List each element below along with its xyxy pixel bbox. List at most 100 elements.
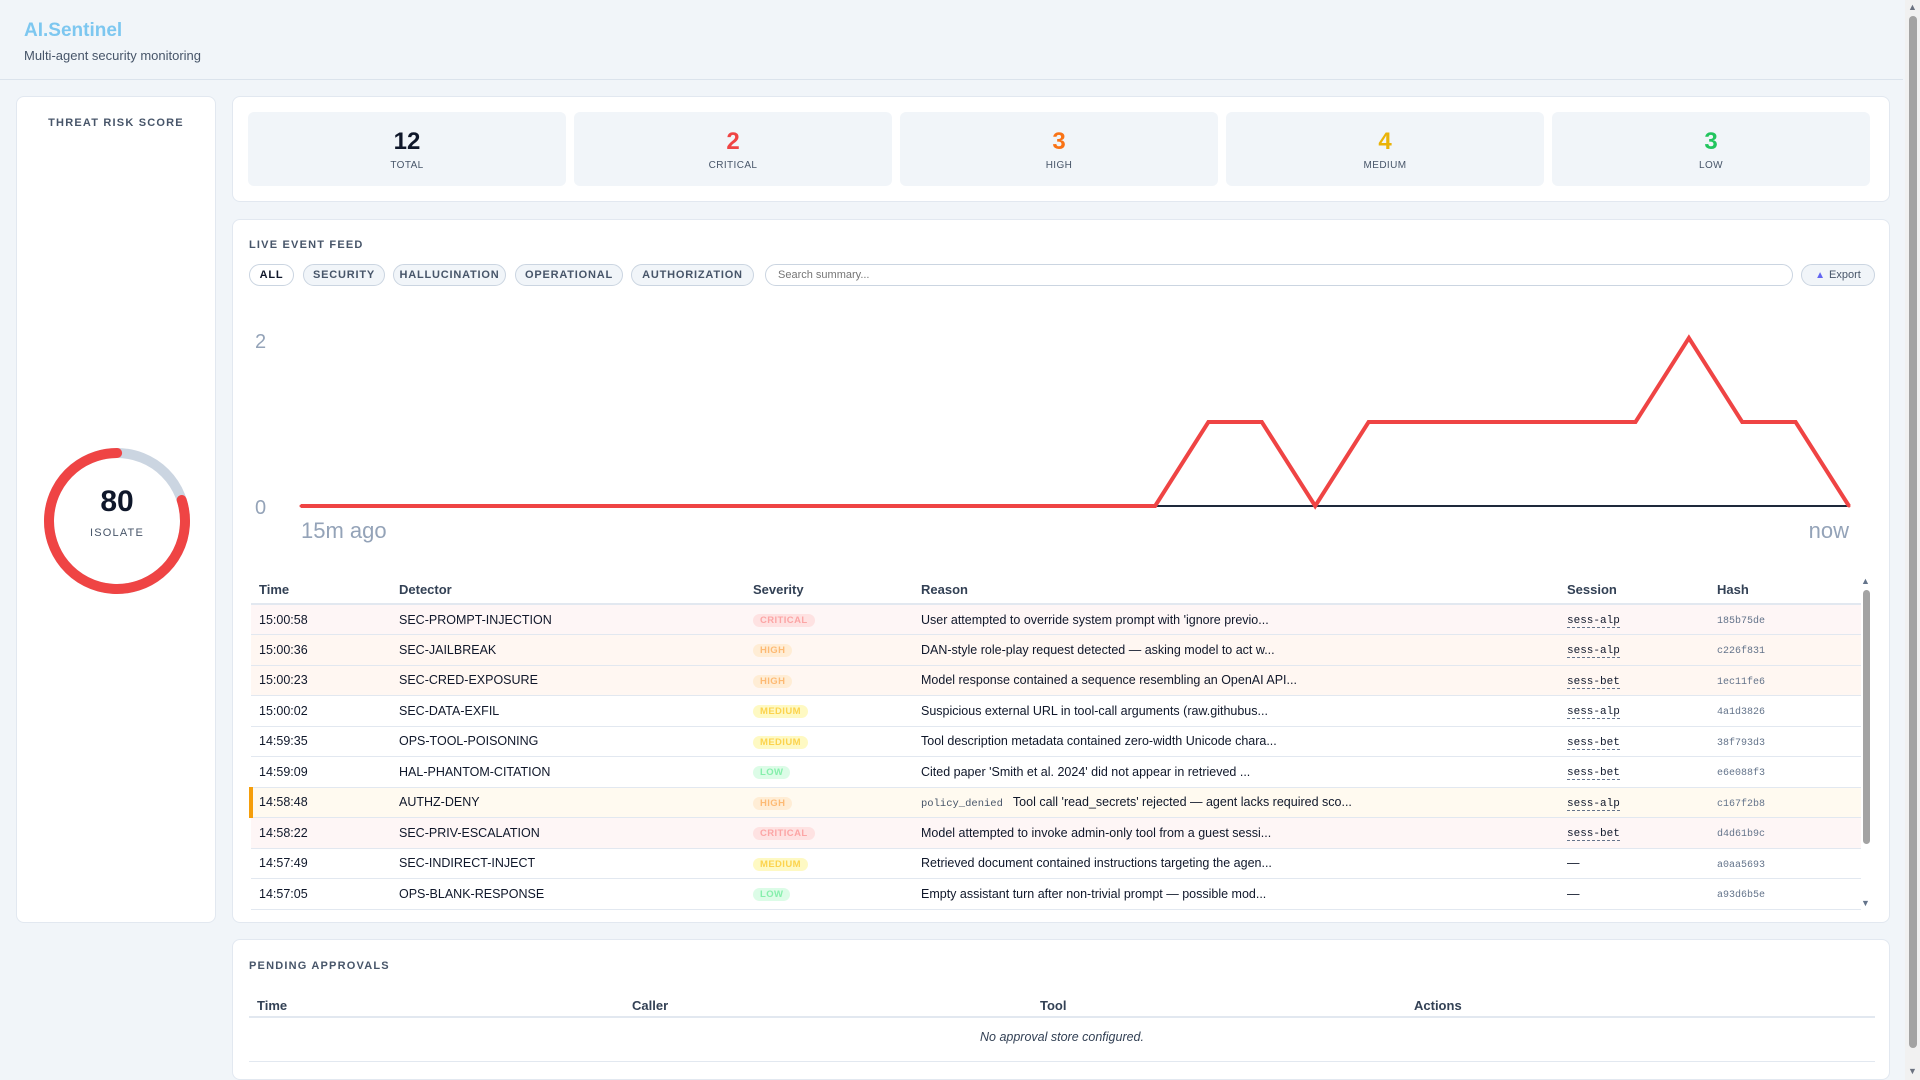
hash-value: a93d6b5e bbox=[1717, 890, 1766, 902]
y-tick-min: 0 bbox=[255, 497, 266, 519]
session-link[interactable]: sess-alp bbox=[1567, 706, 1620, 720]
filter-hallucination[interactable]: HALLUCINATION bbox=[393, 264, 506, 286]
stat-total[interactable]: 12 TOTAL bbox=[248, 112, 566, 186]
event-session: sess-bet bbox=[1559, 817, 1709, 849]
event-reason: Model response contained a sequence rese… bbox=[913, 665, 1559, 696]
data-point bbox=[619, 504, 623, 508]
col-reason[interactable]: Reason bbox=[913, 576, 1559, 605]
col-session[interactable]: Session bbox=[1559, 576, 1709, 605]
stat-critical-label: CRITICAL bbox=[708, 160, 758, 171]
session-link[interactable]: sess-bet bbox=[1567, 736, 1620, 750]
event-reason: Empty assistant turn after non-trivial p… bbox=[913, 878, 1559, 910]
filter-all[interactable]: ALL bbox=[249, 264, 294, 286]
data-point bbox=[673, 504, 677, 508]
data-point bbox=[513, 504, 517, 508]
data-point bbox=[1847, 504, 1851, 508]
export-button[interactable]: ▲ Export bbox=[1801, 264, 1875, 286]
table-row[interactable]: 14:57:05 OPS-BLANK-RESPONSE LOW Empty as… bbox=[251, 878, 1861, 910]
event-session: sess-bet bbox=[1559, 665, 1709, 696]
event-detector: SEC-PROMPT-INJECTION bbox=[391, 604, 745, 635]
table-row[interactable]: 15:00:23 SEC-CRED-EXPOSURE HIGH Model re… bbox=[251, 665, 1861, 696]
event-reason: DAN-style role-play request detected — a… bbox=[913, 634, 1559, 666]
stat-low[interactable]: 3 LOW bbox=[1552, 112, 1870, 186]
feed-title: LIVE EVENT FEED bbox=[249, 239, 364, 251]
stat-low-label: LOW bbox=[1699, 160, 1723, 171]
page-scrollbar[interactable]: ▲ ▼ bbox=[1905, 0, 1920, 1080]
col-detector[interactable]: Detector bbox=[391, 576, 745, 605]
event-hash: 185b75de bbox=[1709, 604, 1861, 635]
event-session: sess-bet bbox=[1559, 756, 1709, 788]
table-row[interactable]: 14:59:09 HAL-PHANTOM-CITATION LOW Cited … bbox=[251, 756, 1861, 788]
stat-high[interactable]: 3 HIGH bbox=[900, 112, 1218, 186]
filter-authorization[interactable]: AUTHORIZATION bbox=[631, 264, 754, 286]
session-link[interactable]: sess-bet bbox=[1567, 828, 1620, 842]
table-row[interactable]: 14:59:35 OPS-TOOL-POISONING MEDIUM Tool … bbox=[251, 726, 1861, 757]
event-reason: Model attempted to invoke admin-only too… bbox=[913, 817, 1559, 849]
approvals-empty-message: No approval store configured. bbox=[249, 1030, 1875, 1062]
filter-security[interactable]: SECURITY bbox=[303, 264, 385, 286]
page-scroll-thumb[interactable] bbox=[1909, 16, 1917, 1048]
event-hash: d4d61b9c bbox=[1709, 817, 1861, 849]
table-row[interactable]: 15:00:36 SEC-JAILBREAK HIGH DAN-style ro… bbox=[251, 634, 1861, 666]
page-scroll-down-icon[interactable]: ▼ bbox=[1908, 1066, 1917, 1076]
risk-gauge: 80 ISOLATE bbox=[41, 445, 193, 597]
event-hash: e6e088f3 bbox=[1709, 756, 1861, 788]
risk-score-value: 80 bbox=[100, 485, 134, 518]
export-label: Export bbox=[1829, 269, 1861, 281]
table-row[interactable]: 14:58:22 SEC-PRIV-ESCALATION CRITICAL Mo… bbox=[251, 817, 1861, 849]
data-point bbox=[833, 504, 837, 508]
data-point bbox=[1794, 420, 1798, 424]
event-severity: MEDIUM bbox=[745, 695, 913, 727]
scroll-down-arrow-icon[interactable]: ▼ bbox=[1861, 898, 1870, 908]
data-point bbox=[566, 504, 570, 508]
col-severity[interactable]: Severity bbox=[745, 576, 913, 605]
session-link[interactable]: sess-bet bbox=[1567, 675, 1620, 689]
severity-stats-card: 12 TOTAL 2 CRITICAL 3 HIGH 4 MEDIUM 3 LO… bbox=[232, 96, 1890, 202]
table-scroll-thumb[interactable] bbox=[1863, 590, 1870, 844]
col-time[interactable]: Time bbox=[251, 576, 391, 605]
event-time: 14:57:49 bbox=[251, 848, 391, 879]
stat-critical[interactable]: 2 CRITICAL bbox=[574, 112, 892, 186]
severity-badge: MEDIUM bbox=[753, 857, 808, 871]
data-point bbox=[1687, 336, 1691, 340]
stat-medium-label: MEDIUM bbox=[1363, 160, 1407, 171]
search-input[interactable] bbox=[765, 264, 1793, 286]
event-time: 15:00:02 bbox=[251, 695, 391, 727]
hash-value: a0aa5693 bbox=[1717, 859, 1766, 871]
col-hash[interactable]: Hash bbox=[1709, 576, 1861, 605]
data-point bbox=[1633, 420, 1637, 424]
event-reason: Suspicious external URL in tool-call arg… bbox=[913, 695, 1559, 727]
session-link[interactable]: sess-alp bbox=[1567, 615, 1620, 628]
table-row-flagged[interactable]: 14:58:48 AUTHZ-DENY HIGH policy_denied To… bbox=[249, 787, 1861, 818]
event-detector: SEC-PRIV-ESCALATION bbox=[391, 817, 745, 849]
data-point bbox=[1206, 420, 1210, 424]
event-severity: LOW bbox=[745, 756, 913, 788]
data-point bbox=[1367, 420, 1371, 424]
table-scrollbar[interactable]: ▲ ▼ bbox=[1860, 576, 1872, 912]
event-detector: SEC-INDIRECT-INJECT bbox=[391, 848, 745, 879]
stat-low-value: 3 bbox=[1704, 128, 1718, 155]
page-scroll-up-icon[interactable]: ▲ bbox=[1908, 2, 1917, 12]
data-point bbox=[1740, 420, 1744, 424]
event-detector: SEC-DATA-EXFIL bbox=[391, 695, 745, 727]
event-severity: MEDIUM bbox=[745, 726, 913, 757]
stat-medium[interactable]: 4 MEDIUM bbox=[1226, 112, 1544, 186]
filter-operational[interactable]: OPERATIONAL bbox=[515, 264, 623, 286]
event-session: sess-alp bbox=[1559, 604, 1709, 635]
scroll-up-arrow-icon[interactable]: ▲ bbox=[1861, 576, 1870, 586]
event-detector: SEC-CRED-EXPOSURE bbox=[391, 665, 745, 696]
severity-badge: CRITICAL bbox=[753, 614, 815, 627]
severity-badge: HIGH bbox=[753, 674, 793, 688]
event-severity: CRITICAL bbox=[745, 604, 913, 635]
table-header-row: Time Detector Severity Reason Session Ha… bbox=[251, 576, 1861, 605]
event-time: 15:00:23 bbox=[251, 665, 391, 696]
table-row[interactable]: 14:57:49 SEC-INDIRECT-INJECT MEDIUM Retr… bbox=[251, 848, 1861, 879]
approvals-col-time: Time bbox=[257, 998, 288, 1013]
session-link[interactable]: sess-alp bbox=[1567, 645, 1620, 659]
table-row[interactable]: 15:00:58 SEC-PROMPT-INJECTION CRITICAL U… bbox=[251, 604, 1861, 635]
session-link[interactable]: sess-bet bbox=[1567, 767, 1620, 781]
event-table-container[interactable]: Time Detector Severity Reason Session Ha… bbox=[249, 576, 1879, 912]
table-row[interactable]: 15:00:02 SEC-DATA-EXFIL MEDIUM Suspiciou… bbox=[251, 695, 1861, 727]
session-link[interactable]: sess-alp bbox=[1567, 797, 1620, 811]
event-hash: 38f793d3 bbox=[1709, 726, 1861, 757]
